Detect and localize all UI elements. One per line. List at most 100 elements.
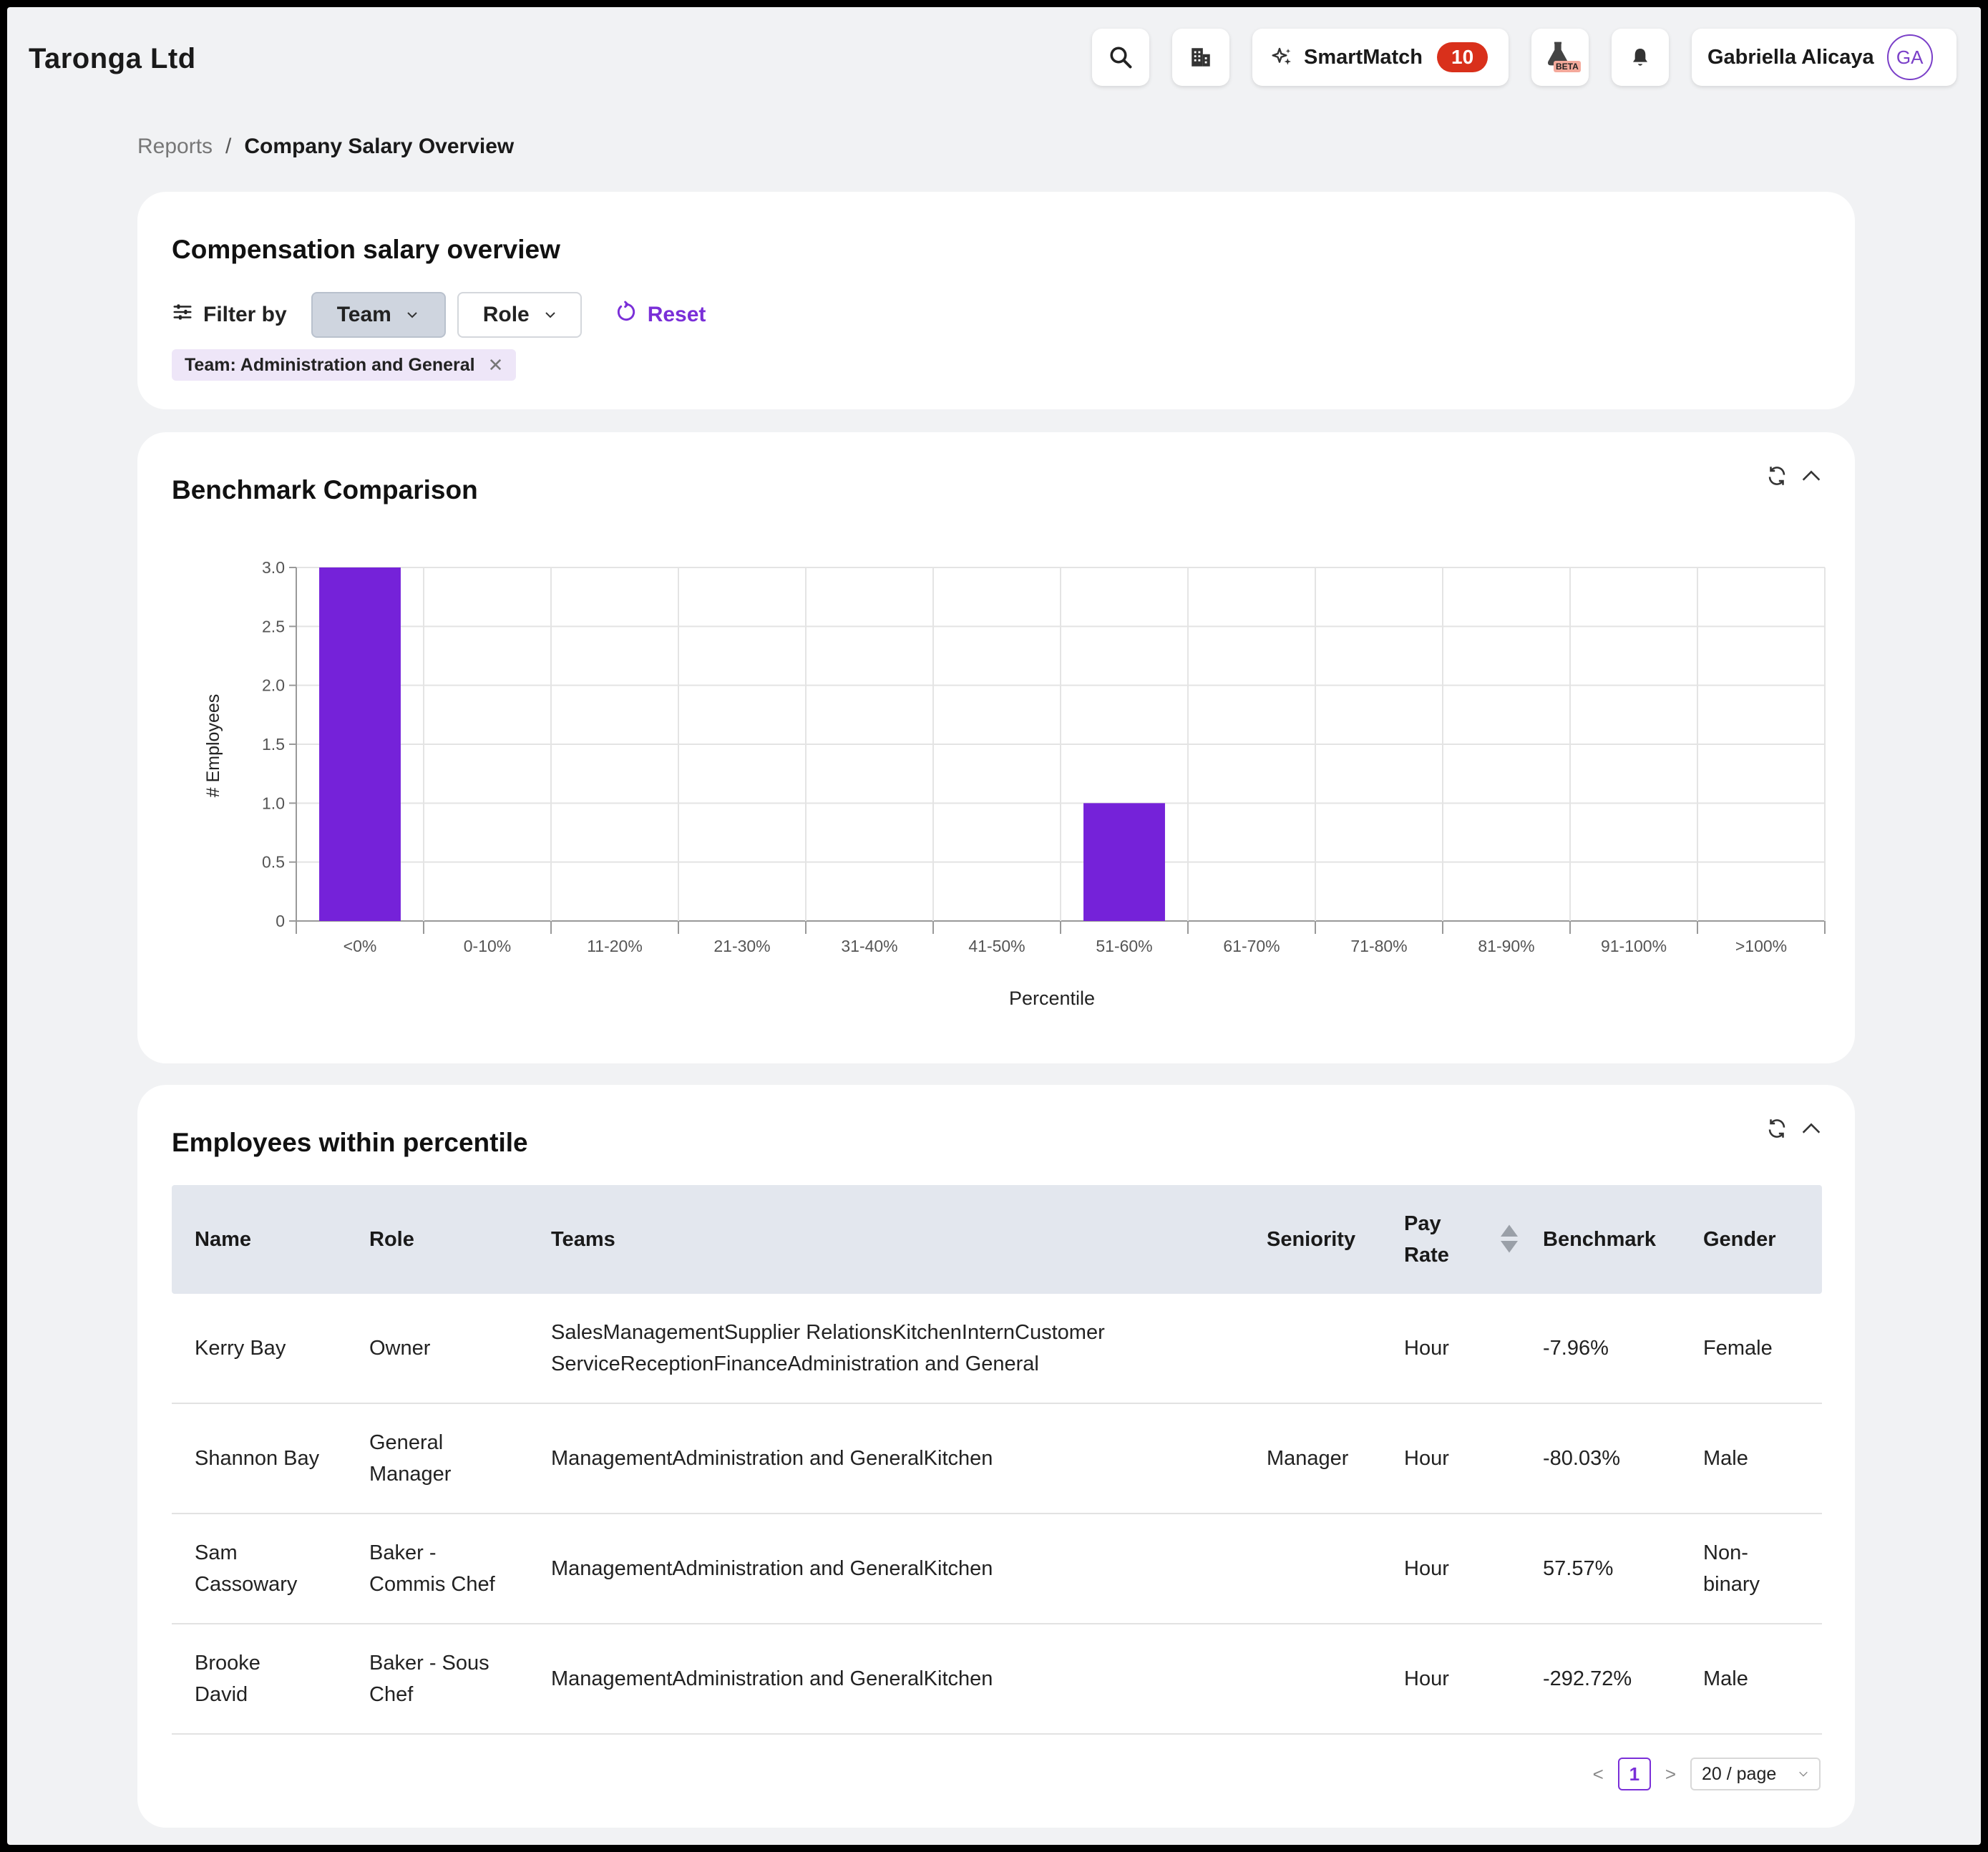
cell-pay-rate: Hour [1404, 1667, 1449, 1690]
chevron-down-icon [1798, 1764, 1809, 1785]
x-tick-label: <0% [343, 937, 377, 955]
x-tick-label: 21-30% [713, 937, 770, 955]
user-name: Gabriella Alicaya [1707, 45, 1874, 69]
reset-button[interactable]: Reset [615, 301, 706, 329]
sliders-icon [172, 301, 193, 328]
chart-y-ticks: 0 0.5 1.0 1.5 2.0 2.5 3.0 [262, 558, 285, 930]
cell-name: Shannon Bay [195, 1447, 320, 1470]
user-menu-button[interactable]: Gabriella Alicaya GA [1692, 29, 1957, 86]
col-header-teams[interactable]: Teams [551, 1228, 615, 1251]
table-card-actions [1765, 1116, 1823, 1144]
notifications-button[interactable] [1612, 29, 1669, 86]
y-tick-label: 1.0 [262, 794, 285, 812]
cell-benchmark: -292.72% [1543, 1667, 1632, 1690]
search-button[interactable] [1092, 29, 1149, 86]
refresh-icon[interactable] [1765, 464, 1789, 492]
breadcrumb-current: Company Salary Overview [244, 135, 515, 158]
table-row[interactable]: Kerry Bay Owner SalesManagementSupplier … [172, 1294, 1822, 1404]
filter-card: Compensation salary overview Filter by T… [137, 192, 1855, 409]
table-row[interactable]: Brooke David Baker - Sous Chef Managemen… [172, 1624, 1822, 1735]
cell-seniority: Manager [1267, 1447, 1349, 1470]
breadcrumb-reports-link[interactable]: Reports [137, 135, 213, 158]
breadcrumb: Reports / Company Salary Overview [137, 135, 514, 159]
table-row[interactable]: Shannon Bay General Manager ManagementAd… [172, 1404, 1822, 1514]
col-header-pay-rate[interactable]: Pay Rate [1404, 1208, 1511, 1271]
close-icon[interactable]: ✕ [487, 354, 504, 376]
cell-role: Baker - Commis Chef [369, 1541, 495, 1596]
y-tick-label: 0 [276, 912, 285, 930]
chart-x-ticks: <0% 0-10% 11-20% 21-30% 31-40% 41-50% 51-60% 61… [343, 937, 1787, 955]
chart-card-title: Benchmark Comparison [172, 475, 478, 505]
team-dropdown[interactable]: Team [311, 292, 446, 338]
filter-by-text: Filter by [203, 303, 287, 326]
x-tick-label: 91-100% [1601, 937, 1667, 955]
filter-row: Filter by Team Role Reset [172, 292, 706, 338]
active-filter-text: Team: Administration and General [185, 354, 475, 375]
chart-card-actions [1765, 464, 1823, 492]
table-row[interactable]: Sam Cassowary Baker - Commis Chef Manage… [172, 1514, 1822, 1624]
x-tick-label: 61-70% [1223, 937, 1280, 955]
page-size-select[interactable]: 20 / page [1690, 1758, 1821, 1790]
y-tick-label: 3.0 [262, 558, 285, 577]
next-page-button[interactable]: > [1665, 1763, 1676, 1785]
prev-page-button[interactable]: < [1592, 1763, 1604, 1785]
chevron-up-icon[interactable] [1799, 1116, 1823, 1144]
building-icon [1189, 45, 1213, 69]
x-tick-label: 51-60% [1096, 937, 1152, 955]
cell-pay-rate: Hour [1404, 1447, 1449, 1470]
table-card-title: Employees within percentile [172, 1128, 528, 1157]
sort-icon[interactable] [1499, 1222, 1520, 1259]
flask-icon: BETA [1542, 39, 1581, 75]
page-size-value: 20 / page [1702, 1763, 1777, 1784]
breadcrumb-separator: / [225, 135, 232, 158]
col-header-name[interactable]: Name [195, 1228, 251, 1251]
x-tick-label: 71-80% [1350, 937, 1407, 955]
cell-role: Baker - Sous Chef [369, 1652, 489, 1706]
company-button[interactable] [1172, 29, 1229, 86]
col-header-gender[interactable]: Gender [1703, 1228, 1776, 1251]
col-header-seniority[interactable]: Seniority [1267, 1228, 1356, 1251]
bell-icon [1629, 46, 1652, 69]
company-name: Taronga Ltd [29, 43, 196, 74]
x-axis-label: Percentile [1009, 988, 1095, 1009]
employees-table-card: Employees within percentile Name Role Te… [137, 1085, 1855, 1828]
app-window: Taronga Ltd SmartMatch 10 BETA Gabriella… [7, 7, 1981, 1845]
benchmark-chart-card: Benchmark Comparison 0 0.5 1.0 1.5 2.0 2.5 3.0… [137, 432, 1855, 1063]
refresh-icon[interactable] [1765, 1116, 1789, 1144]
cell-teams: SalesManagementSupplier RelationsKitchen… [551, 1321, 1105, 1375]
col-header-role[interactable]: Role [369, 1228, 414, 1251]
page-1-button[interactable]: 1 [1617, 1758, 1651, 1790]
cell-role: Owner [369, 1337, 431, 1360]
x-tick-label: 11-20% [587, 937, 643, 955]
y-tick-label: 1.5 [262, 735, 285, 754]
cell-gender: Female [1703, 1337, 1773, 1360]
chart-bars [319, 567, 1165, 921]
cell-teams: ManagementAdministration and GeneralKitc… [551, 1557, 993, 1580]
active-filter-tag: Team: Administration and General ✕ [172, 349, 517, 381]
filter-card-title: Compensation salary overview [172, 235, 560, 264]
col-header-pay-rate-line2: Rate [1404, 1244, 1449, 1267]
cell-pay-rate: Hour [1404, 1557, 1449, 1580]
table-header: Name Role Teams Seniority Pay Rate Bench… [172, 1185, 1822, 1294]
sparkle-icon [1271, 46, 1294, 69]
y-tick-label: 2.5 [262, 617, 285, 635]
cell-name: Kerry Bay [195, 1337, 286, 1360]
role-dropdown-label: Role [482, 303, 530, 326]
y-tick-label: 2.0 [262, 676, 285, 695]
cell-gender: Non-binary [1703, 1541, 1760, 1596]
bar-0[interactable] [319, 567, 401, 921]
benchmark-bar-chart: 0 0.5 1.0 1.5 2.0 2.5 3.0 <0% 0-10% 11-20% 21-30%… [203, 558, 1826, 1009]
col-header-benchmark[interactable]: Benchmark [1543, 1228, 1656, 1251]
bar-6[interactable] [1083, 803, 1165, 921]
cell-benchmark: -7.96% [1543, 1337, 1609, 1360]
beta-badge: BETA [1554, 61, 1581, 72]
smartmatch-button[interactable]: SmartMatch 10 [1252, 29, 1509, 86]
chevron-up-icon[interactable] [1799, 464, 1823, 492]
cell-benchmark: 57.57% [1543, 1557, 1614, 1580]
x-tick-label: 31-40% [841, 937, 897, 955]
col-header-pay-rate-line1: Pay [1404, 1212, 1441, 1235]
role-dropdown[interactable]: Role [457, 292, 582, 338]
beta-labs-button[interactable]: BETA [1531, 29, 1589, 86]
chart-grid [289, 567, 1826, 934]
chevron-down-icon [544, 303, 557, 327]
